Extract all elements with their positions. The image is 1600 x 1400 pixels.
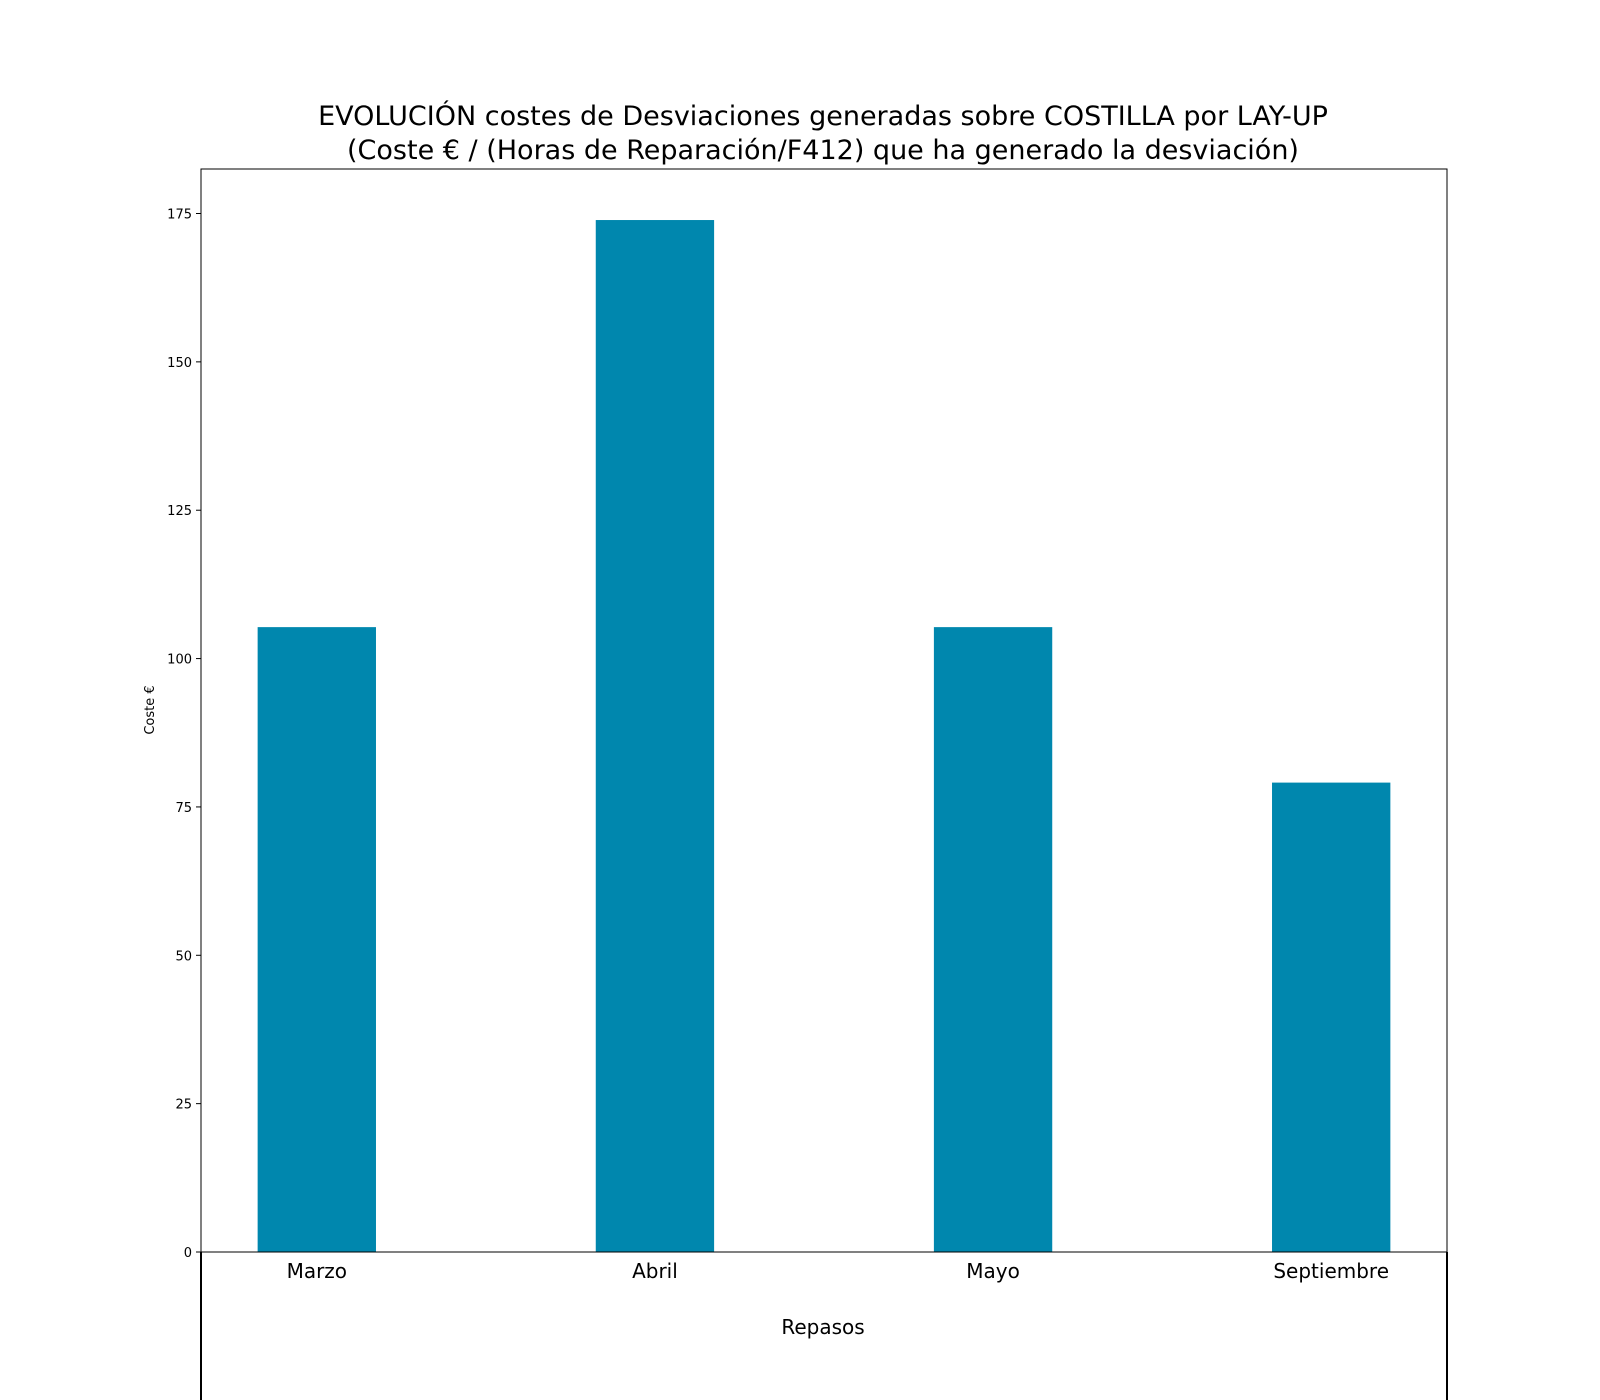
chart-title: EVOLUCIÓN costes de Desviaciones generad… (318, 100, 1328, 166)
x-tick-label-abril: Abril (632, 1259, 678, 1283)
y-tick-label: 25 (175, 1098, 192, 1113)
y-axis-label: Coste € (143, 685, 158, 734)
x-tick-label-mayo: Mayo (966, 1259, 1020, 1283)
chart-title-line-2: (Coste € / (Horas de Reparación/F412) qu… (347, 135, 1299, 166)
chart-title-line-1: EVOLUCIÓN costes de Desviaciones generad… (318, 100, 1328, 132)
y-tick-label: 175 (167, 208, 192, 223)
y-tick-label: 0 (184, 1246, 192, 1261)
x-axis-label: Repasos (781, 1315, 864, 1339)
x-axis-ticks: Marzo Abril Mayo Septiembre (287, 1259, 1389, 1283)
x-tick-label-marzo: Marzo (287, 1259, 347, 1283)
bar-marzo (257, 627, 376, 1252)
y-tick-label: 100 (167, 653, 192, 668)
y-axis-ticks: 0 25 50 75 100 125 150 175 (167, 208, 201, 1261)
bars-group (257, 220, 1391, 1252)
plot-area-frame (200, 168, 1448, 1253)
y-tick-label: 50 (175, 949, 192, 964)
y-tick-label: 150 (167, 356, 192, 371)
bar-abril (595, 220, 715, 1252)
x-tick-label-septiembre: Septiembre (1273, 1259, 1389, 1283)
y-tick-label: 125 (167, 504, 192, 519)
bar-mayo (933, 627, 1053, 1252)
bar-septiembre (1272, 782, 1391, 1252)
y-tick-label: 75 (175, 801, 192, 816)
